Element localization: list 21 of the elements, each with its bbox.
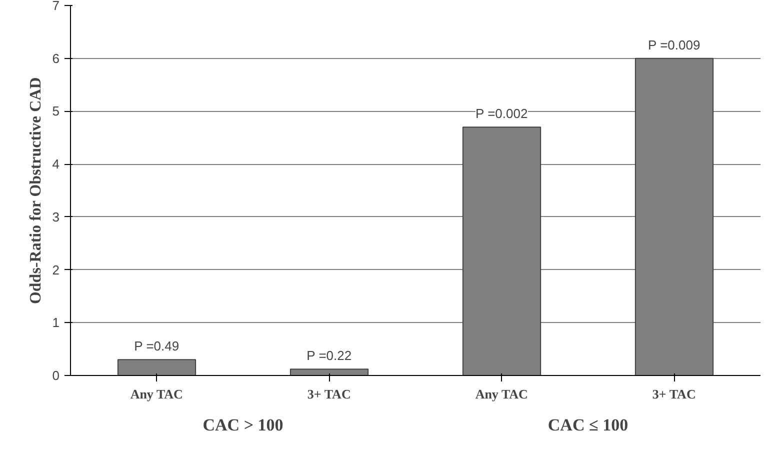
y-tick-label: 2	[52, 262, 60, 278]
x-tick-label: Any TAC	[475, 386, 528, 402]
y-tick-label: 4	[52, 156, 60, 172]
y-tick-label: 6	[52, 50, 60, 66]
x-tick-label: Any TAC	[130, 386, 183, 402]
x-tick-label: 3+ TAC	[652, 386, 696, 402]
y-tick-label: 3	[52, 209, 60, 224]
y-tick-label: 5	[52, 104, 60, 119]
annotation: P =0.49	[134, 338, 180, 354]
bar	[117, 359, 196, 376]
y-tick-label: 1	[52, 315, 60, 330]
x-tick-label: 3+ TAC	[307, 386, 351, 402]
y-tick-label: 7	[52, 0, 60, 13]
annotation: P =0.22	[306, 348, 352, 364]
text: CAC > 100	[202, 416, 284, 434]
annotation: P =0.009	[648, 37, 700, 52]
text: CAC ≤ 100	[548, 416, 628, 434]
y-axis-title: Odds-Ratio for Obstructive CAD	[27, 77, 44, 304]
y-tick-label: 0	[52, 368, 60, 383]
bar	[290, 368, 369, 376]
annotation: P =0.002	[476, 106, 528, 122]
